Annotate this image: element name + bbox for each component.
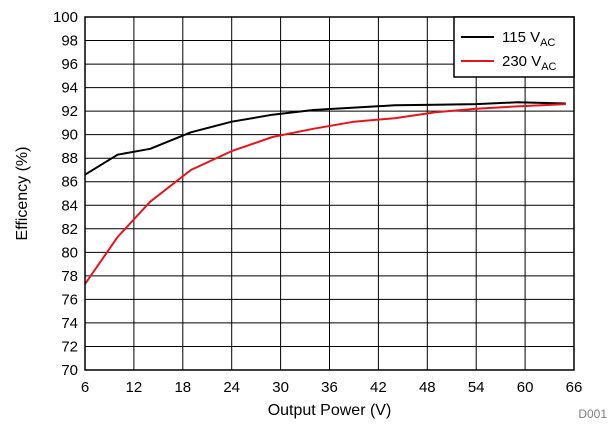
y-tick-label: 78	[61, 268, 78, 285]
y-axis-label: Efficency (%)	[14, 147, 31, 241]
y-tick-label: 92	[61, 103, 78, 120]
y-tick-label: 70	[61, 362, 78, 379]
x-tick-labels: 6 12 18 24 30 36 42 48 54 60 66	[81, 379, 583, 396]
y-tick-label: 80	[61, 244, 78, 261]
y-tick-label: 100	[53, 9, 78, 26]
x-tick-label: 30	[272, 379, 289, 396]
x-tick-label: 12	[126, 379, 143, 396]
series-lines	[84, 101, 566, 285]
y-tick-label: 82	[61, 221, 78, 238]
legend: 115 VAC 230 VAC	[453, 16, 575, 78]
y-tick-label: 74	[61, 315, 78, 332]
y-tick-label: 88	[61, 150, 78, 167]
x-tick-label: 42	[370, 379, 387, 396]
y-tick-label: 98	[61, 33, 78, 50]
y-tick-label: 94	[61, 80, 78, 97]
series-line-230-vac	[84, 103, 566, 285]
x-tick-label: 24	[223, 379, 240, 396]
legend-label: 115 VAC	[502, 29, 555, 49]
x-axis-label: Output Power (V)	[268, 402, 392, 419]
y-tick-label: 86	[61, 174, 78, 191]
x-tick-label: 54	[468, 379, 485, 396]
plot-frame	[84, 16, 575, 371]
legend-label: 230 VAC	[502, 53, 557, 73]
y-tick-label: 76	[61, 291, 78, 308]
x-tick-label: 6	[81, 379, 89, 396]
x-tick-label: 60	[517, 379, 534, 396]
x-tick-label: 66	[566, 379, 583, 396]
x-tick-label: 36	[321, 379, 338, 396]
y-tick-label: 72	[61, 338, 78, 355]
x-tick-label: 48	[419, 379, 436, 396]
y-tick-label: 90	[61, 127, 78, 144]
y-tick-label: 84	[61, 197, 78, 214]
x-tick-label: 18	[174, 379, 191, 396]
y-tick-labels: 70 72 74 76 78 80 82 84 86 88 90 92 94 96 98 100	[53, 9, 78, 379]
legend-box	[453, 16, 575, 78]
y-tick-label: 96	[61, 56, 78, 73]
figure-id: D001	[578, 407, 607, 421]
series-line-115-vac	[84, 101, 566, 176]
